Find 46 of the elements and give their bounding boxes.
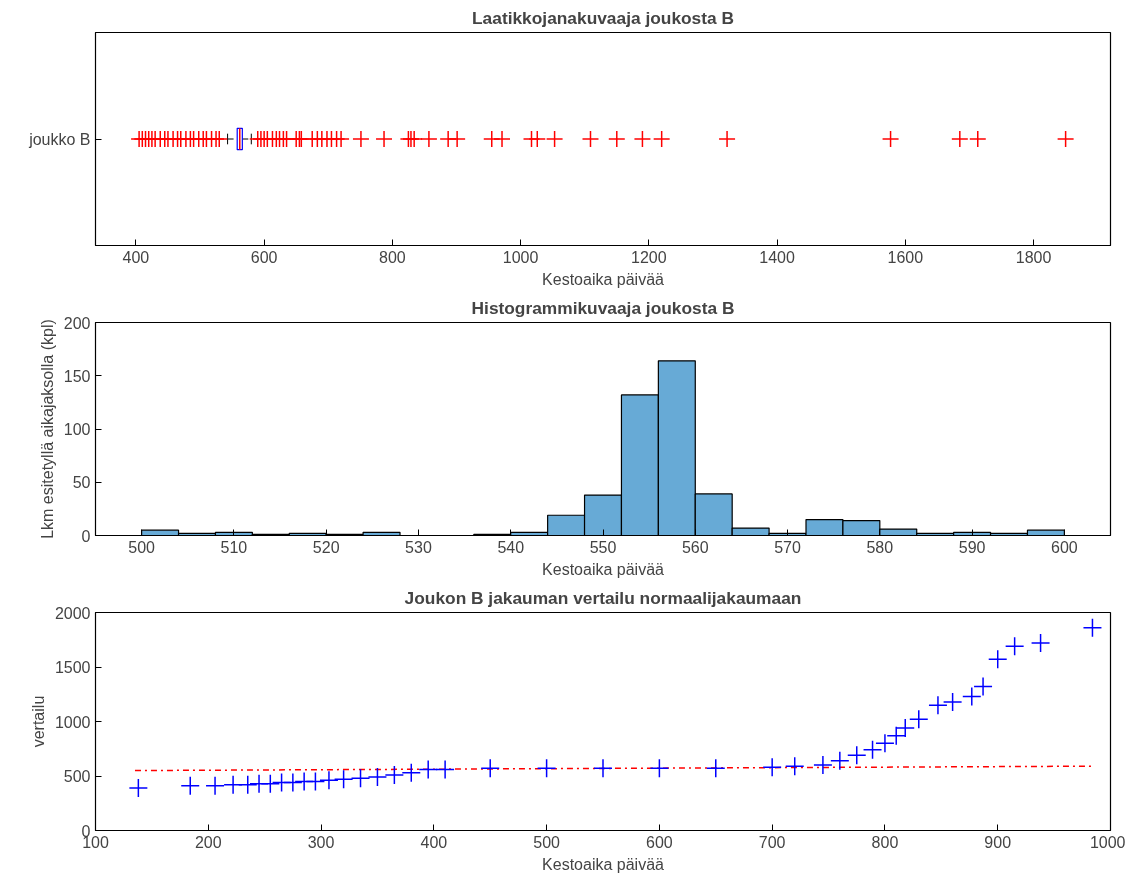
x-tick-label: 600: [1051, 538, 1078, 556]
y-tick-label: 2000: [54, 604, 91, 622]
chart-title: Joukon B jakauman vertailu normaalijakaumaan: [404, 587, 802, 608]
y-tick-label: 1000: [54, 713, 91, 731]
x-tick-label: 400: [122, 248, 150, 266]
x-tick-label: 800: [871, 833, 899, 851]
x-tick-label: 1800: [1015, 248, 1052, 266]
y-axis-title: Lkm esitetyllä aikajaksolla (kpl): [38, 319, 56, 539]
y-tick-label: 0: [81, 527, 91, 545]
y-tick-label: joukko B: [28, 130, 91, 148]
chart-title: Histogrammikuvaaja joukosta B: [471, 297, 735, 318]
x-axis-title: Kestoaika päivää: [542, 560, 665, 578]
y-tick-label: 100: [63, 421, 91, 438]
x-tick-label: 600: [250, 248, 278, 266]
x-tick-label: 500: [533, 833, 561, 851]
x-tick-label: 520: [312, 538, 340, 556]
x-tick-label: 500: [128, 538, 156, 556]
y-tick-label: 500: [63, 768, 91, 785]
x-tick-label: 590: [958, 538, 986, 556]
x-tick-label: 1000: [502, 248, 539, 266]
y-tick-label: 150: [63, 367, 91, 385]
x-tick-label: 550: [589, 538, 617, 556]
x-axis-title: Kestoaika päivää: [542, 855, 665, 873]
x-tick-label: 300: [307, 833, 335, 851]
x-tick-label: 530: [405, 538, 432, 556]
x-tick-label: 1200: [631, 248, 667, 266]
x-tick-label: 600: [646, 833, 673, 851]
y-tick-label: 1500: [54, 659, 91, 676]
x-tick-label: 900: [984, 833, 1012, 851]
y-tick-label: 200: [63, 314, 91, 332]
x-tick-label: 1600: [887, 248, 924, 266]
x-tick-label: 540: [497, 538, 525, 556]
x-tick-label: 1400: [759, 248, 795, 266]
y-axis-title: vertailu: [29, 695, 47, 748]
y-tick-label: 50: [72, 474, 91, 492]
x-tick-label: 580: [866, 538, 894, 556]
x-tick-label: 800: [379, 248, 406, 266]
x-tick-label: 510: [220, 538, 248, 556]
x-tick-label: 200: [194, 833, 222, 851]
x-tick-label: 700: [758, 833, 786, 851]
chart-title: Laatikkojanakuvaaja joukosta B: [472, 7, 734, 28]
x-axis-title: Kestoaika päivää: [542, 270, 665, 288]
x-tick-label: 570: [774, 538, 801, 556]
x-tick-label: 1000: [1089, 833, 1126, 851]
x-tick-label: 400: [420, 833, 448, 851]
x-tick-label: 560: [681, 538, 709, 556]
